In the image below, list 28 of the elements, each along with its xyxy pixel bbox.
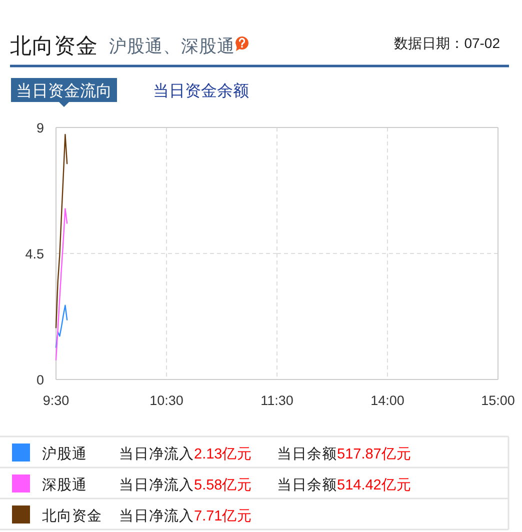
legend-label: 沪股通 — [42, 446, 87, 462]
text: 2.13亿元 — [194, 446, 252, 462]
line-series — [55, 304, 68, 348]
x-tick-label: 9:30 — [42, 393, 70, 408]
text: 当日净流入 — [119, 446, 194, 462]
chart-title: 北向资金 — [10, 34, 98, 58]
y-tick-label: 9 — [36, 120, 44, 136]
y-tick-label: 4.5 — [25, 246, 44, 262]
x-tick-label: 14:00 — [370, 393, 404, 408]
text: 数据日期：07-02 — [394, 35, 500, 51]
legend-label: 深股通 — [42, 476, 87, 494]
text: 当日余额 — [277, 446, 337, 462]
legend-label: 北向资金 — [42, 508, 102, 524]
text: 当日净流入 — [119, 508, 194, 524]
line-series — [55, 134, 68, 328]
x-tick-label: 15:00 — [481, 393, 515, 408]
line-series — [55, 208, 68, 360]
text: 517.87亿元 — [337, 446, 412, 462]
text: 当日资金余额 — [153, 82, 249, 100]
text: 7.71亿元 — [194, 508, 252, 524]
x-tick-label: 10:30 — [150, 393, 184, 408]
text: 514.42亿元 — [337, 478, 412, 494]
y-tick-label: 0 — [36, 372, 44, 388]
x-tick-label: 11:30 — [260, 393, 294, 408]
text: 当日余额 — [277, 476, 337, 494]
text: 当日净流入 — [119, 476, 194, 494]
text: 5.58亿元 — [194, 478, 252, 494]
chart-subtitle: 沪股通、深股通 — [109, 36, 235, 56]
